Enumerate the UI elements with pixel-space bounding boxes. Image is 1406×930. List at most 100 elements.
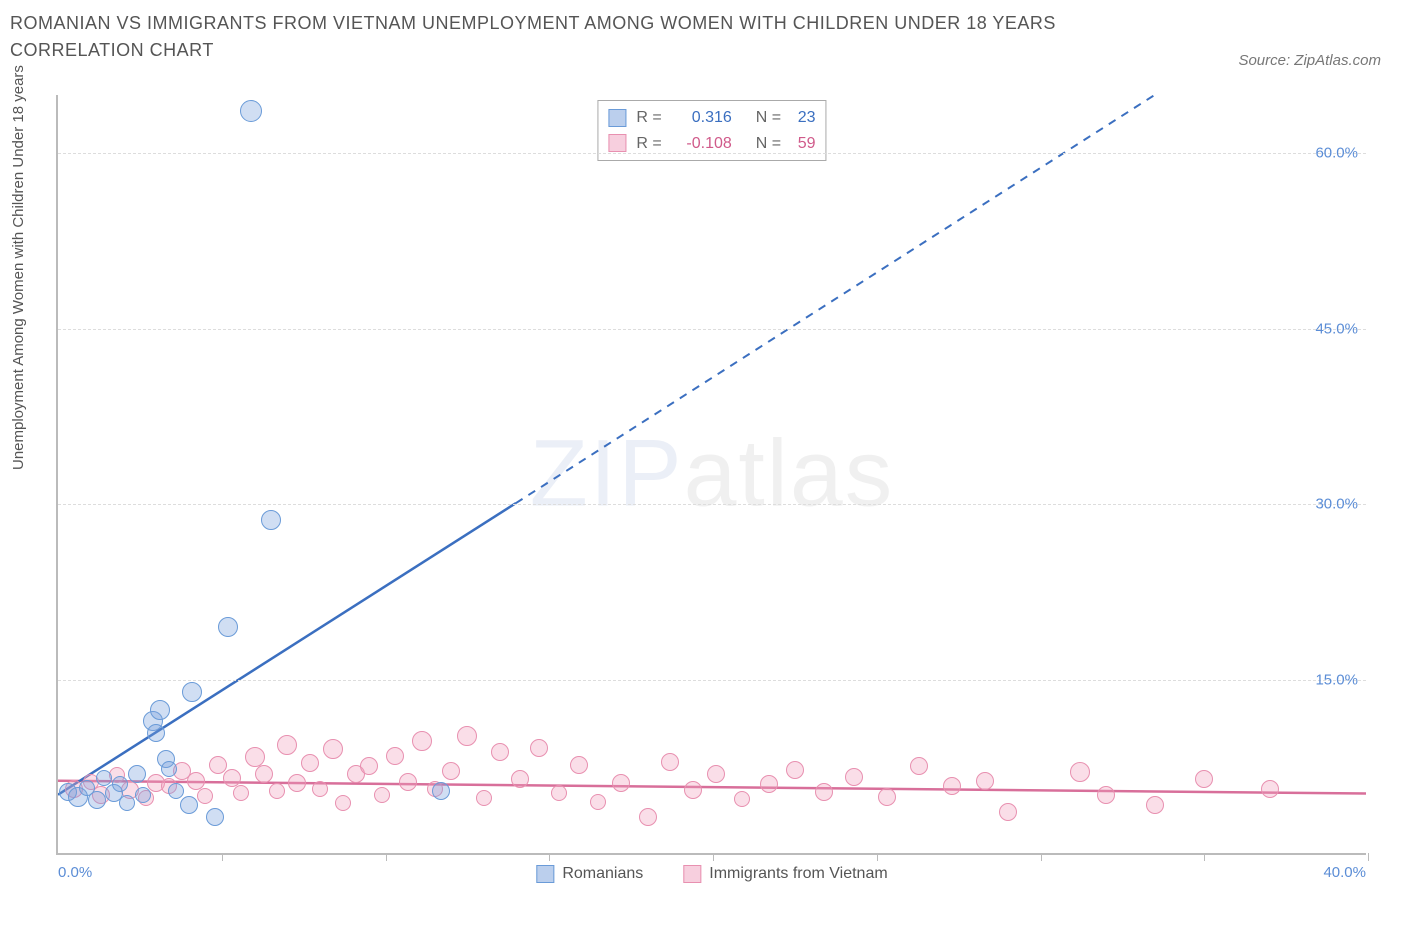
point-pink bbox=[1097, 786, 1115, 804]
x-tick bbox=[386, 853, 387, 861]
point-pink bbox=[639, 808, 657, 826]
point-blue bbox=[168, 783, 184, 799]
point-pink bbox=[233, 785, 249, 801]
point-blue bbox=[128, 765, 146, 783]
point-pink bbox=[277, 735, 297, 755]
point-pink bbox=[223, 769, 241, 787]
point-pink bbox=[570, 756, 588, 774]
chart-title: ROMANIAN VS IMMIGRANTS FROM VIETNAM UNEM… bbox=[10, 10, 1130, 64]
point-pink bbox=[976, 772, 994, 790]
legend-label-2: Immigrants from Vietnam bbox=[709, 865, 887, 883]
swatch-blue-icon bbox=[536, 865, 554, 883]
point-pink bbox=[457, 726, 477, 746]
r-value-pink: -0.108 bbox=[672, 131, 732, 157]
x-tick bbox=[877, 853, 878, 861]
legend-item-2: Immigrants from Vietnam bbox=[683, 865, 887, 883]
point-pink bbox=[360, 757, 378, 775]
gridline bbox=[58, 680, 1366, 681]
point-pink bbox=[999, 803, 1017, 821]
gridline bbox=[58, 504, 1366, 505]
point-blue bbox=[206, 808, 224, 826]
point-pink bbox=[335, 795, 351, 811]
point-blue bbox=[112, 776, 128, 792]
source-attribution: Source: ZipAtlas.com bbox=[1238, 52, 1381, 69]
n-value-blue: 23 bbox=[786, 105, 816, 131]
point-pink bbox=[1195, 770, 1213, 788]
point-pink bbox=[476, 790, 492, 806]
point-pink bbox=[386, 747, 404, 765]
point-pink bbox=[590, 794, 606, 810]
point-blue bbox=[218, 617, 238, 637]
point-pink bbox=[374, 787, 390, 803]
point-pink bbox=[684, 781, 702, 799]
point-blue bbox=[147, 724, 165, 742]
n-label: N = bbox=[756, 135, 781, 152]
n-group: N = 23 bbox=[756, 105, 816, 131]
x-min-label: 0.0% bbox=[58, 864, 92, 881]
r-label: R = bbox=[636, 105, 661, 131]
swatch-pink-icon bbox=[608, 134, 626, 152]
y-tick-label: 30.0% bbox=[1315, 496, 1358, 513]
point-pink bbox=[1146, 796, 1164, 814]
point-pink bbox=[255, 765, 273, 783]
point-pink bbox=[878, 788, 896, 806]
watermark-bold: ZIP bbox=[530, 421, 684, 527]
point-pink bbox=[1070, 762, 1090, 782]
point-blue bbox=[88, 791, 106, 809]
point-blue bbox=[240, 100, 262, 122]
watermark: ZIPatlas bbox=[530, 420, 894, 529]
point-pink bbox=[1261, 780, 1279, 798]
point-pink bbox=[288, 774, 306, 792]
point-blue bbox=[96, 770, 112, 786]
x-tick bbox=[1368, 853, 1369, 861]
legend-label-1: Romanians bbox=[562, 865, 643, 883]
point-blue bbox=[150, 700, 170, 720]
point-pink bbox=[815, 783, 833, 801]
point-blue bbox=[432, 782, 450, 800]
point-pink bbox=[734, 791, 750, 807]
point-blue bbox=[161, 761, 177, 777]
point-pink bbox=[269, 783, 285, 799]
n-group: N = 59 bbox=[756, 131, 816, 157]
point-pink bbox=[661, 753, 679, 771]
trend-lines bbox=[58, 95, 1366, 853]
point-pink bbox=[943, 777, 961, 795]
correlation-chart: ROMANIAN VS IMMIGRANTS FROM VIETNAM UNEM… bbox=[10, 10, 1396, 920]
y-tick-label: 15.0% bbox=[1315, 671, 1358, 688]
point-blue bbox=[119, 795, 135, 811]
point-pink bbox=[760, 775, 778, 793]
watermark-thin: atlas bbox=[684, 421, 895, 527]
point-pink bbox=[412, 731, 432, 751]
point-pink bbox=[530, 739, 548, 757]
x-tick bbox=[713, 853, 714, 861]
legend: Romanians Immigrants from Vietnam bbox=[536, 865, 887, 883]
swatch-pink-icon bbox=[683, 865, 701, 883]
swatch-blue-icon bbox=[608, 109, 626, 127]
y-axis-label: Unemployment Among Women with Children U… bbox=[10, 65, 27, 470]
y-tick-label: 45.0% bbox=[1315, 320, 1358, 337]
point-pink bbox=[323, 739, 343, 759]
stats-row-1: R = 0.316 N = 23 bbox=[608, 105, 815, 131]
legend-item-1: Romanians bbox=[536, 865, 643, 883]
point-pink bbox=[491, 743, 509, 761]
point-pink bbox=[845, 768, 863, 786]
point-pink bbox=[197, 788, 213, 804]
r-value-blue: 0.316 bbox=[672, 105, 732, 131]
r-label: R = bbox=[636, 131, 661, 157]
x-tick bbox=[549, 853, 550, 861]
point-pink bbox=[910, 757, 928, 775]
gridline bbox=[58, 329, 1366, 330]
point-pink bbox=[301, 754, 319, 772]
plot-area: ZIPatlas R = 0.316 N = 23 R = -0.108 N = bbox=[56, 95, 1366, 855]
point-pink bbox=[786, 761, 804, 779]
n-value-pink: 59 bbox=[786, 131, 816, 157]
stats-box: R = 0.316 N = 23 R = -0.108 N = 59 bbox=[597, 100, 826, 161]
trend-line-pink bbox=[58, 781, 1366, 794]
point-pink bbox=[511, 770, 529, 788]
point-pink bbox=[707, 765, 725, 783]
point-blue bbox=[180, 796, 198, 814]
x-tick bbox=[1204, 853, 1205, 861]
stats-row-2: R = -0.108 N = 59 bbox=[608, 131, 815, 157]
point-pink bbox=[612, 774, 630, 792]
point-pink bbox=[187, 772, 205, 790]
